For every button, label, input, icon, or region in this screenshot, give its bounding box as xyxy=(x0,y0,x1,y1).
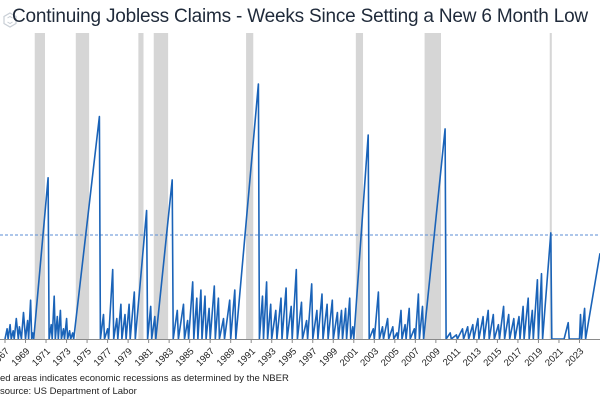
x-tick-label: 1969 xyxy=(10,346,33,369)
series-line-group xyxy=(4,83,600,340)
chart-title: Continuing Jobless Claims - Weeks Since … xyxy=(12,6,588,27)
x-tick-label: 2021 xyxy=(543,346,566,369)
x-tick-label: 1997 xyxy=(297,346,320,369)
x-tick-label: 1987 xyxy=(194,346,217,369)
x-tick-label: 1991 xyxy=(235,346,258,369)
x-tick-label: 1973 xyxy=(51,346,74,369)
x-tick-label: 2019 xyxy=(523,346,546,369)
x-tick-label: 1967 xyxy=(0,346,12,369)
x-tick-label: 1975 xyxy=(71,346,94,369)
logo-icon xyxy=(3,12,17,28)
x-tick-label: 1971 xyxy=(30,346,53,369)
x-tick-label: 2023 xyxy=(564,346,587,369)
x-tick-label: 2001 xyxy=(338,346,361,369)
recession-band xyxy=(549,33,552,339)
x-axis: 1967196919711973197519771979198119831985… xyxy=(0,339,600,369)
x-tick-label: 1999 xyxy=(317,346,340,369)
x-tick-label: 2009 xyxy=(420,346,443,369)
recession-band xyxy=(75,33,90,339)
x-tick-label: 2015 xyxy=(482,346,505,369)
x-tick-label: 1983 xyxy=(153,346,176,369)
x-tick-label: 2003 xyxy=(358,346,381,369)
x-tick-label: 1995 xyxy=(276,346,299,369)
x-tick-label: 2013 xyxy=(461,346,484,369)
x-tick-label: 2005 xyxy=(379,346,402,369)
x-tick-label: 1977 xyxy=(92,346,115,369)
recession-band xyxy=(153,33,169,339)
x-tick-label: 1989 xyxy=(215,346,238,369)
footnote-source: source: US Department of Labor xyxy=(0,386,137,397)
x-tick-label: 1993 xyxy=(256,346,279,369)
series-line xyxy=(4,83,600,340)
recession-band xyxy=(138,33,144,339)
recession-band xyxy=(424,33,441,339)
x-tick-label: 2017 xyxy=(502,346,525,369)
x-tick-label: 1981 xyxy=(133,346,156,369)
x-tick-label: 2007 xyxy=(399,346,422,369)
x-tick-label: 1979 xyxy=(112,346,135,369)
x-tick-label: 2011 xyxy=(441,346,463,368)
x-tick-label: 1985 xyxy=(174,346,197,369)
recession-band xyxy=(34,33,46,339)
footnote-recessions: ed areas indicates economic recessions a… xyxy=(0,373,289,384)
recession-band xyxy=(355,33,364,339)
